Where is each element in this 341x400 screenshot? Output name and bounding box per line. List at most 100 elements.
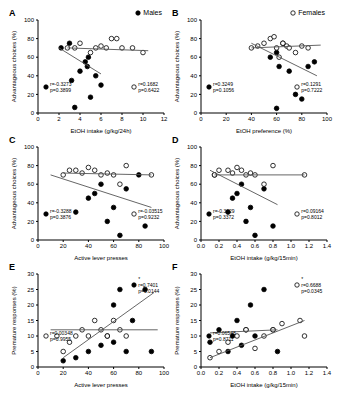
svg-text:0: 0	[199, 116, 203, 122]
svg-text:Advantageous choices (%): Advantageous choices (%)	[174, 31, 180, 102]
svg-text:Advantageous choices (%): Advantageous choices (%)	[11, 31, 17, 102]
svg-text:EtOH intake (g/kg/15min): EtOH intake (g/kg/15min)	[230, 255, 297, 261]
svg-text:60: 60	[190, 181, 197, 187]
svg-text:0.8: 0.8	[269, 370, 278, 376]
svg-text:EtOH intake (g/kg/15min): EtOH intake (g/kg/15min)	[230, 382, 297, 388]
svg-text:100: 100	[187, 17, 198, 23]
svg-text:0.6: 0.6	[251, 370, 260, 376]
svg-text:0.4: 0.4	[233, 370, 242, 376]
svg-text:100: 100	[24, 144, 35, 150]
svg-text:0: 0	[31, 237, 35, 243]
svg-text:60: 60	[110, 243, 117, 249]
svg-text:0.0: 0.0	[197, 370, 206, 376]
svg-text:80: 80	[190, 36, 197, 42]
svg-text:0: 0	[194, 237, 198, 243]
svg-text:0: 0	[31, 110, 35, 116]
svg-text:80: 80	[298, 116, 305, 122]
svg-text:40: 40	[27, 73, 34, 79]
svg-text:1.4: 1.4	[323, 243, 332, 249]
svg-text:0.4: 0.4	[233, 243, 242, 249]
svg-text:0: 0	[194, 110, 198, 116]
svg-text:40: 40	[27, 200, 34, 206]
svg-text:100: 100	[159, 243, 170, 249]
svg-text:0.2: 0.2	[215, 370, 224, 376]
svg-text:Active lever presses: Active lever presses	[74, 255, 128, 261]
svg-text:40: 40	[190, 200, 197, 206]
html-text:p=0.6422: p=0.6422	[138, 87, 160, 94]
svg-text:0.2: 0.2	[215, 243, 224, 249]
svg-text:6: 6	[99, 116, 103, 122]
html-text:Females: Females	[298, 9, 325, 16]
svg-text:5: 5	[31, 349, 35, 355]
html-text:r=0.3249: r=0.3249	[213, 81, 233, 88]
svg-text:25: 25	[27, 287, 34, 293]
svg-text:5: 5	[194, 349, 198, 355]
svg-text:EtOH intake (g/kg/24h): EtOH intake (g/kg/24h)	[70, 128, 131, 134]
html-text:Males: Males	[143, 9, 162, 16]
svg-text:1.2: 1.2	[305, 243, 314, 249]
svg-text:100: 100	[322, 116, 333, 122]
svg-text:12: 12	[161, 116, 168, 122]
svg-text:100: 100	[187, 144, 198, 150]
svg-text:80: 80	[27, 36, 34, 42]
svg-text:20: 20	[27, 92, 34, 98]
svg-text:40: 40	[85, 243, 92, 249]
svg-text:60: 60	[110, 370, 117, 376]
svg-text:15: 15	[27, 318, 34, 324]
svg-text:10: 10	[27, 333, 34, 339]
svg-text:2: 2	[57, 116, 61, 122]
svg-text:40: 40	[248, 116, 255, 122]
svg-text:0: 0	[194, 364, 198, 370]
svg-text:20: 20	[60, 370, 67, 376]
svg-text:Advantageous choices (%): Advantageous choices (%)	[11, 158, 17, 229]
svg-text:20: 20	[60, 243, 67, 249]
html-text:p=0.3899: p=0.3899	[50, 87, 71, 94]
svg-text:30: 30	[27, 271, 34, 277]
svg-text:80: 80	[135, 243, 142, 249]
html-text:B: B	[172, 8, 179, 18]
svg-text:0: 0	[36, 243, 40, 249]
svg-text:80: 80	[190, 163, 197, 169]
svg-text:60: 60	[27, 181, 34, 187]
svg-text:EtOH preference (%): EtOH preference (%)	[236, 128, 292, 134]
svg-text:60: 60	[190, 54, 197, 60]
svg-text:0.8: 0.8	[269, 243, 278, 249]
svg-text:40: 40	[85, 370, 92, 376]
svg-text:Active lever presses: Active lever presses	[74, 382, 128, 388]
svg-text:1.0: 1.0	[287, 370, 296, 376]
svg-text:40: 40	[190, 73, 197, 79]
svg-text:20: 20	[190, 92, 197, 98]
svg-text:0.0: 0.0	[197, 243, 206, 249]
svg-text:1.4: 1.4	[323, 370, 332, 376]
svg-text:1.0: 1.0	[287, 243, 296, 249]
svg-text:Advantageous choices (%): Advantageous choices (%)	[174, 158, 180, 229]
svg-text:1.2: 1.2	[305, 370, 314, 376]
svg-text:10: 10	[190, 333, 197, 339]
svg-text:0.6: 0.6	[251, 243, 260, 249]
svg-text:20: 20	[190, 219, 197, 225]
svg-text:Premature responses (%): Premature responses (%)	[11, 286, 17, 354]
svg-text:20: 20	[27, 219, 34, 225]
svg-text:30: 30	[190, 271, 197, 277]
svg-text:10: 10	[140, 116, 147, 122]
svg-text:20: 20	[223, 116, 230, 122]
svg-text:80: 80	[27, 163, 34, 169]
html-text:A: A	[9, 8, 16, 18]
svg-text:100: 100	[159, 370, 170, 376]
html-text:r=0.1682: r=0.1682	[138, 81, 159, 88]
html-text:r=-0.3273: r=-0.3273	[50, 81, 72, 88]
svg-text:15: 15	[190, 318, 197, 324]
svg-text:60: 60	[27, 54, 34, 60]
svg-text:20: 20	[27, 302, 34, 308]
svg-text:Premature responses (%): Premature responses (%)	[174, 286, 180, 354]
svg-text:0: 0	[36, 116, 40, 122]
svg-text:60: 60	[273, 116, 280, 122]
svg-text:20: 20	[190, 302, 197, 308]
svg-text:4: 4	[78, 116, 82, 122]
svg-text:25: 25	[190, 287, 197, 293]
svg-text:80: 80	[135, 370, 142, 376]
svg-text:0: 0	[31, 364, 35, 370]
svg-text:8: 8	[120, 116, 124, 122]
svg-text:100: 100	[24, 17, 35, 23]
svg-text:0: 0	[36, 370, 40, 376]
